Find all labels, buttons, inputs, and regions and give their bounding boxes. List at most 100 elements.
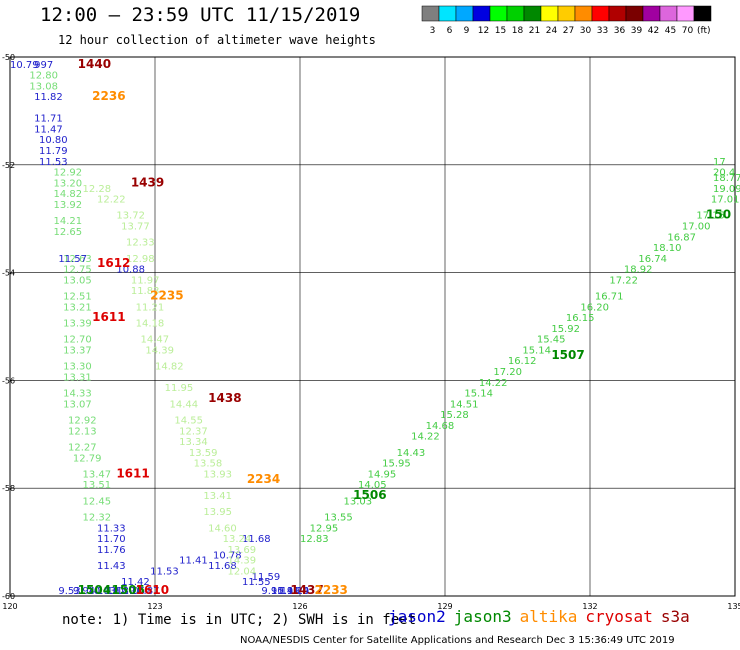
wave-height-value: 13.37 <box>63 345 92 356</box>
colorbar-swatch <box>472 5 491 22</box>
colorbar-unit: (ft) <box>697 26 711 36</box>
wave-height-value: 11.71 <box>34 114 63 125</box>
wave-height-value: 11.06 <box>116 586 145 597</box>
wave-height-value: 9.53 <box>58 586 80 597</box>
pass-time-label: 1437 <box>290 583 323 597</box>
colorbar-label: 21 <box>529 26 540 36</box>
wave-height-value: 10.78 <box>213 550 242 561</box>
wave-height-value: 11.31 <box>97 586 126 597</box>
wave-height-value: 12.65 <box>54 227 83 238</box>
wave-height-value: 11.82 <box>34 92 63 103</box>
colorbar-label: 36 <box>614 26 626 36</box>
wave-height-value: 11.53 <box>39 157 68 168</box>
colorbar-label: 12 <box>478 26 489 36</box>
wave-height-value: 11.70 <box>97 534 126 545</box>
map-title: 12:00 — 23:59 UTC 11/15/2019 <box>40 4 361 26</box>
colorbar-label: 3 <box>430 26 436 36</box>
wave-height-value: 11.33 <box>97 523 126 534</box>
pass-time-label: 1438 <box>208 391 241 405</box>
wave-height-value: 10.81 <box>97 586 126 597</box>
pass-time-label: 2235 <box>150 289 183 303</box>
wave-height-value: 12.33 <box>126 238 155 249</box>
lat-tick-label: -58 <box>2 484 15 493</box>
wave-height-value: 11.76 <box>97 545 126 556</box>
wave-height-value: 12.32 <box>83 513 112 524</box>
footer-credit: NOAA/NESDIS Center for Satellite Applica… <box>240 635 675 646</box>
lon-tick-label: 132 <box>582 602 597 611</box>
wave-height-value: 14.47 <box>141 335 170 346</box>
wave-height-value: 11.83 <box>131 286 160 297</box>
colorbar-swatch <box>557 5 576 22</box>
wave-height-value: 12.92 <box>68 416 97 427</box>
wave-height-value: 14.60 <box>208 523 237 534</box>
wave-height-value: 16.87 <box>667 232 696 243</box>
wave-height-value: 13.51 <box>83 480 112 491</box>
wave-height-value: 13.39 <box>63 319 92 330</box>
wave-height-value: 9.94 <box>73 586 95 597</box>
wave-height-value: 12.13 <box>68 426 97 437</box>
wave-height-value: 12.92 <box>54 168 83 179</box>
colorbar-label: 27 <box>563 26 574 36</box>
map-grid <box>9 56 736 597</box>
wave-height-value: 18.77 <box>713 173 740 184</box>
wave-height-value: 15.45 <box>537 335 566 346</box>
wave-height-value: 14.51 <box>450 399 479 410</box>
wave-height-value: 12.95 <box>310 523 339 534</box>
track-track-a-blue: 10.7999711.8211.7111.4710.8011.7911.5311… <box>10 60 309 597</box>
pass-time-label: 1505 <box>112 583 145 597</box>
pass-time-label: 1507 <box>551 348 584 362</box>
colorbar-swatch <box>523 5 542 22</box>
wave-height-value: 16.20 <box>580 302 609 313</box>
colorbar-label: 9 <box>464 26 470 36</box>
wave-height-value: 19.09 <box>713 184 740 195</box>
wave-height-value: 14.55 <box>174 416 203 427</box>
satellite-legend: jason2 jason3 altika cryosat s3a <box>388 607 698 626</box>
lat-tick-label: -52 <box>2 161 15 170</box>
wave-height-value: 13.30 <box>63 362 92 373</box>
wave-height-value: 16.15 <box>566 313 595 324</box>
colorbar-swatch <box>608 5 627 22</box>
wave-height-value: 12.63 <box>63 254 92 265</box>
colorbar-label: 24 <box>546 26 558 36</box>
wave-height-value: 13.77 <box>121 221 150 232</box>
wave-height-value: 10.80 <box>39 135 68 146</box>
wave-height-value: 14.21 <box>54 216 83 227</box>
lon-tick-label: 129 <box>437 602 452 611</box>
wave-height-value: 14.18 <box>136 319 165 330</box>
pass-time-label: 150 <box>706 208 731 222</box>
satellite-legend-s3a: s3a <box>660 607 690 626</box>
pass-time-label: 1610 <box>136 583 169 597</box>
colorbar-swatch <box>574 5 593 22</box>
pass-time-label: 2233 <box>315 583 348 597</box>
wave-height-value: 14.39 <box>145 345 174 356</box>
wave-height-value: 11.21 <box>136 302 165 313</box>
wave-height-value: 14.68 <box>426 421 455 432</box>
pass-time-label: 1504 <box>78 583 111 597</box>
wave-height-value: 16.74 <box>638 254 667 265</box>
wave-height-value: 13.55 <box>324 513 353 524</box>
wave-height-value: 12.27 <box>68 442 97 453</box>
satellite-legend-cryosat: cryosat <box>585 607 653 626</box>
wave-height-value: 13.47 <box>83 469 112 480</box>
wave-height-value: 14.95 <box>368 469 397 480</box>
pass-time-label: 1611 <box>92 310 125 324</box>
wave-height-value: 15.28 <box>440 410 469 421</box>
wave-height-value: 14.39 <box>228 556 257 567</box>
wave-height-value: 16.12 <box>508 356 537 367</box>
wave-height-value: 15.95 <box>382 459 411 470</box>
colorbar-label: 15 <box>495 26 506 36</box>
colorbar-label: 6 <box>447 26 453 36</box>
wave-height-value: 11.68 <box>208 561 237 572</box>
colorbar-swatch <box>438 5 457 22</box>
pass-time-label: 1611 <box>116 466 149 480</box>
wave-height-value: 13.20 <box>54 178 83 189</box>
lon-tick-label: 120 <box>2 602 17 611</box>
colorbar-swatch <box>625 5 644 22</box>
colorbar-label: 70 <box>682 26 694 36</box>
wave-height-value: 11.79 <box>39 146 68 157</box>
lon-tick-label: 123 <box>147 602 162 611</box>
